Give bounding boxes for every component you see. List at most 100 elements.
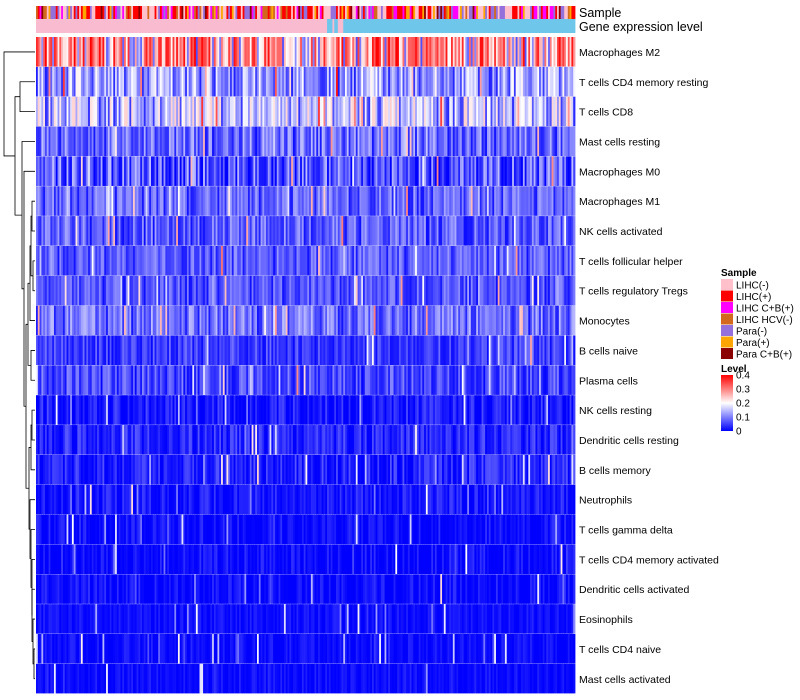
heatmap-cell — [222, 216, 226, 246]
heatmap-cell — [553, 245, 556, 276]
heatmap-cell — [555, 156, 558, 186]
heatmap-cell — [366, 126, 369, 157]
heatmap-cell — [163, 245, 166, 276]
heatmap-cell — [364, 305, 367, 336]
sample-annotation-cell — [86, 6, 89, 19]
sample-annotation-cell — [237, 6, 240, 19]
heatmap-cell — [127, 245, 130, 276]
heatmap-cell — [469, 37, 472, 67]
heatmap-cell — [271, 126, 274, 157]
heatmap-cell — [145, 335, 148, 366]
heatmap-cell — [488, 156, 491, 186]
heatmap-cell — [456, 245, 459, 276]
heatmap-cell — [301, 365, 305, 395]
heatmap-cell — [102, 275, 105, 306]
expression-annotation-cell — [449, 19, 452, 33]
expression-annotation-cell — [61, 19, 64, 33]
heatmap-cell — [230, 245, 233, 276]
heatmap-cell — [221, 66, 224, 97]
heatmap-cell — [165, 186, 168, 216]
heatmap-cell — [86, 425, 89, 455]
heatmap-cell — [364, 425, 367, 455]
heatmap-cell — [393, 156, 396, 186]
sample-annotation-cell — [460, 6, 463, 19]
heatmap-cell — [343, 186, 346, 216]
heatmap-cell — [256, 454, 260, 485]
heatmap-cell — [55, 156, 58, 186]
heatmap-cell — [465, 156, 468, 186]
heatmap-cell — [249, 305, 252, 336]
heatmap-cell — [186, 365, 190, 395]
heatmap-cell — [573, 335, 576, 366]
heatmap-cell — [429, 216, 432, 246]
expression-annotation-cell — [540, 19, 544, 33]
heatmap-cell — [278, 305, 281, 336]
heatmap-cell — [402, 395, 405, 425]
heatmap-cell — [384, 96, 387, 127]
heatmap-cell — [70, 96, 73, 127]
heatmap-cell — [352, 454, 355, 485]
heatmap-cell — [542, 395, 545, 425]
heatmap-cell — [177, 126, 181, 157]
heatmap-cell — [203, 186, 206, 216]
heatmap-cell — [71, 425, 75, 455]
heatmap-cell — [569, 245, 572, 276]
sample-annotation-cell — [467, 6, 470, 19]
heatmap-cell — [152, 37, 155, 67]
heatmap-cell — [154, 275, 157, 306]
heatmap-cell — [494, 156, 497, 186]
heatmap-cell — [350, 454, 353, 485]
heatmap-cell — [204, 37, 208, 67]
heatmap-cell — [111, 216, 114, 246]
heatmap-cell — [388, 216, 391, 246]
heatmap-cell — [100, 454, 103, 485]
heatmap-cell — [267, 454, 270, 485]
heatmap-cell — [323, 96, 326, 127]
heatmap-cell — [104, 186, 107, 216]
heatmap-cell — [179, 186, 182, 216]
heatmap-cell — [316, 126, 319, 157]
heatmap-cell — [233, 395, 236, 425]
heatmap-cell — [249, 335, 252, 366]
heatmap-cell — [334, 186, 337, 216]
heatmap-cell — [300, 305, 303, 336]
heatmap-cell — [400, 156, 403, 186]
heatmap-cell — [106, 96, 109, 127]
heatmap-cell — [477, 126, 481, 157]
heatmap-cell — [539, 156, 542, 186]
heatmap-cell — [208, 365, 211, 395]
expression-annotation-cell — [86, 19, 89, 33]
heatmap-cell — [113, 305, 116, 336]
heatmap-cell — [53, 245, 57, 276]
heatmap-cell — [106, 365, 109, 395]
sample-annotation-cell — [524, 6, 527, 19]
heatmap-cell — [427, 425, 430, 455]
heatmap-cell — [537, 66, 540, 97]
heatmap-cell — [140, 245, 143, 276]
heatmap-cell — [75, 335, 78, 366]
heatmap-cell — [138, 395, 141, 425]
heatmap-cell — [397, 96, 400, 127]
heatmap-cell — [68, 365, 71, 395]
heatmap-cell — [167, 425, 170, 455]
heatmap-cell — [233, 365, 236, 395]
sample-annotation-cell — [451, 6, 454, 19]
heatmap-cell — [571, 245, 574, 276]
heatmap-cell — [50, 365, 53, 395]
heatmap-cell — [379, 96, 382, 127]
expression-annotation-cell — [97, 19, 100, 33]
heatmap-cell — [37, 425, 40, 455]
heatmap-cell — [73, 216, 76, 246]
expression-annotation-cell — [262, 19, 265, 33]
heatmap-cell — [490, 186, 493, 216]
heatmap-cell — [280, 216, 283, 246]
sample-annotation-cell — [413, 6, 416, 19]
expression-annotation-cell — [316, 19, 319, 33]
heatmap-cell — [44, 454, 48, 485]
expression-annotation-cell — [188, 19, 191, 33]
heatmap-cell — [477, 275, 481, 306]
heatmap-cell — [104, 37, 107, 67]
heatmap-cell — [41, 186, 44, 216]
heatmap-cell — [407, 365, 411, 395]
heatmap-cell — [271, 96, 274, 127]
